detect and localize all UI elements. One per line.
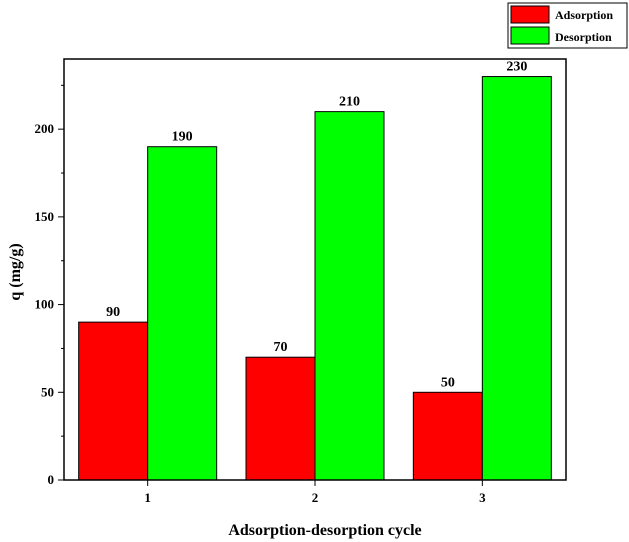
x-tick-label-2: 2	[312, 490, 319, 505]
x-tick-label-3: 3	[479, 490, 486, 505]
y-tick-label-100: 100	[35, 297, 55, 312]
data-label-adsorption-cycle-2: 70	[274, 340, 288, 355]
bar-adsorption-cycle-2	[245, 356, 316, 481]
y-tick-label-50: 50	[41, 384, 54, 399]
y-tick-label-0: 0	[48, 472, 55, 487]
x-axis-title: Adsorption-desorption cycle	[228, 522, 421, 539]
legend-label-desorption: Desorption	[555, 30, 612, 44]
data-label-desorption-cycle-2: 210	[339, 95, 360, 110]
legend-swatch-adsorption	[510, 5, 550, 24]
data-label-adsorption-cycle-3: 50	[441, 375, 455, 390]
y-axis-title: q (mg/g)	[7, 243, 24, 300]
legend-swatch-desorption	[510, 26, 550, 45]
bar-desorption-cycle-1	[147, 146, 218, 481]
y-tick-label-200: 200	[35, 121, 55, 136]
bar-adsorption-cycle-3	[412, 391, 483, 481]
x-tick-label-1: 1	[144, 490, 151, 505]
bar-desorption-cycle-2	[314, 111, 385, 481]
plot-frame	[63, 58, 567, 481]
bar-desorption-cycle-3	[481, 76, 552, 481]
legend-label-adsorption: Adsorption	[555, 8, 613, 22]
data-label-desorption-cycle-1: 190	[172, 130, 193, 145]
legend: Adsorption Desorption	[507, 2, 628, 49]
data-label-desorption-cycle-3: 230	[506, 60, 527, 75]
y-tick-label-150: 150	[35, 209, 55, 224]
bar-adsorption-cycle-1	[78, 321, 149, 481]
data-label-adsorption-cycle-1: 90	[106, 305, 120, 320]
